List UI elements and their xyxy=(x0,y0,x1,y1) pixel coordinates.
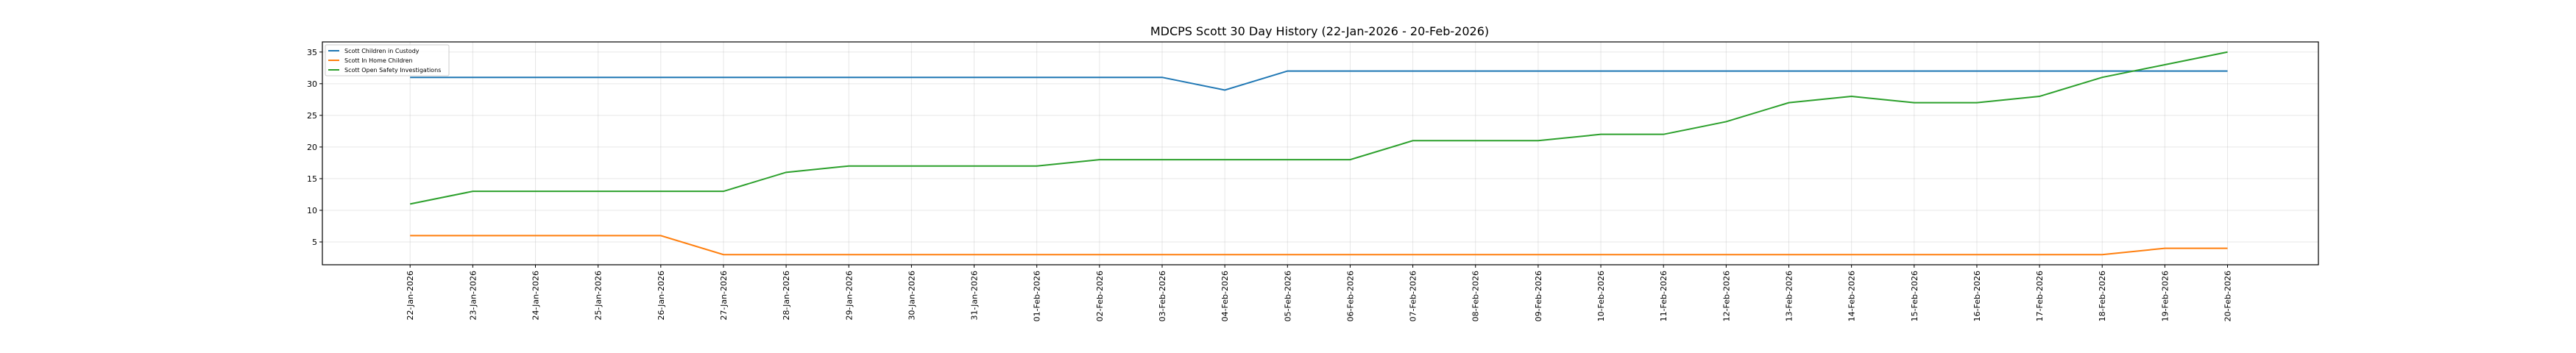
x-tick-label: 04-Feb-2026 xyxy=(1220,271,1230,321)
x-tick-label: 18-Feb-2026 xyxy=(2098,271,2107,321)
x-tick-label: 15-Feb-2026 xyxy=(1910,271,1919,321)
y-tick-label: 20 xyxy=(307,143,317,152)
x-axis: 22-Jan-2026 23-Jan-2026 24-Jan-2026 25-Jan-… xyxy=(406,265,2233,321)
x-tick-label: 24-Jan-2026 xyxy=(531,271,541,321)
x-tick-label: 22-Jan-2026 xyxy=(406,271,415,321)
y-tick-label: 25 xyxy=(307,111,317,121)
x-tick-label: 05-Feb-2026 xyxy=(1283,271,1292,321)
x-tick-label: 06-Feb-2026 xyxy=(1345,271,1355,321)
x-tick-label: 11-Feb-2026 xyxy=(1659,271,1669,321)
x-tick-label: 28-Jan-2026 xyxy=(782,271,791,321)
series-line-2 xyxy=(410,51,2228,205)
x-tick-label: 17-Feb-2026 xyxy=(2035,271,2045,321)
x-tick-label: 07-Feb-2026 xyxy=(1409,271,1418,321)
grid xyxy=(322,42,2318,265)
x-tick-label: 08-Feb-2026 xyxy=(1471,271,1481,321)
plot-frame xyxy=(322,41,2319,265)
x-tick-label: 20-Feb-2026 xyxy=(2223,271,2233,321)
y-tick-label: 5 xyxy=(312,238,317,247)
legend-box xyxy=(325,44,450,76)
x-tick-label: 25-Jan-2026 xyxy=(594,271,604,321)
y-tick-label: 35 xyxy=(307,48,317,57)
series-line-0 xyxy=(410,70,2228,91)
x-tick-label: 13-Feb-2026 xyxy=(1784,271,1794,321)
legend-label: Scott In Home Children xyxy=(344,57,413,64)
y-tick-label: 30 xyxy=(307,79,317,89)
x-tick-label: 01-Feb-2026 xyxy=(1033,271,1042,321)
x-tick-label: 02-Feb-2026 xyxy=(1095,271,1105,321)
x-tick-label: 16-Feb-2026 xyxy=(1972,271,1982,321)
x-tick-label: 14-Feb-2026 xyxy=(1847,271,1857,321)
x-tick-label: 03-Feb-2026 xyxy=(1158,271,1167,321)
x-tick-label: 27-Jan-2026 xyxy=(719,271,729,321)
x-tick-label: 12-Feb-2026 xyxy=(1722,271,1731,321)
chart-title: MDCPS Scott 30 Day History (22-Jan-2026 … xyxy=(1150,24,1489,38)
legend-label: Scott Open Safety Investigations xyxy=(344,67,441,74)
legend-label: Scott Children in Custody xyxy=(344,48,420,54)
series-lines xyxy=(410,51,2228,256)
x-tick-label: 10-Feb-2026 xyxy=(1596,271,1606,321)
y-tick-label: 15 xyxy=(307,174,317,184)
x-tick-label: 30-Jan-2026 xyxy=(907,271,916,321)
x-tick-label: 26-Jan-2026 xyxy=(657,271,666,321)
x-tick-label: 19-Feb-2026 xyxy=(2160,271,2170,321)
series-line-1 xyxy=(410,235,2228,256)
x-tick-label: 23-Jan-2026 xyxy=(468,271,478,321)
x-tick-label: 29-Jan-2026 xyxy=(844,271,854,321)
y-axis: 5 10 15 20 25 30 35 xyxy=(307,48,322,247)
legend: Scott Children in Custody Scott In Home C… xyxy=(325,44,450,76)
x-tick-label: 09-Feb-2026 xyxy=(1534,271,1543,321)
x-tick-label: 31-Jan-2026 xyxy=(970,271,980,321)
y-tick-label: 10 xyxy=(307,206,317,215)
